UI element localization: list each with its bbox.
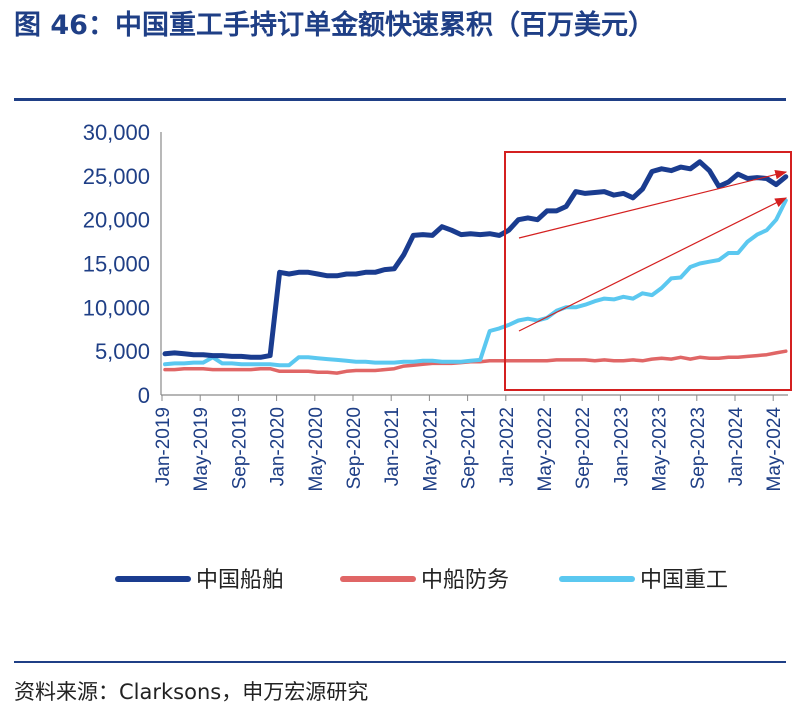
x-tick-label: May-2021 — [420, 407, 441, 492]
x-tick-label: Sep-2022 — [573, 407, 594, 489]
x-tick-label: Sep-2019 — [229, 407, 250, 489]
x-tick-label: May-2023 — [650, 407, 671, 492]
x-tick-label: Sep-2023 — [688, 407, 709, 489]
highlight-annotation — [504, 151, 792, 391]
source-divider — [14, 661, 786, 663]
y-tick-label: 15,000 — [83, 252, 150, 277]
x-tick-labels: Jan-2019 May-2019 Sep-2019 Jan-2020 May-2020… — [153, 395, 785, 492]
y-tick-label: 20,000 — [83, 208, 150, 233]
highlight-box — [504, 151, 792, 391]
x-tick-label: May-2020 — [306, 407, 327, 492]
annotation-arrow-upper — [518, 169, 788, 239]
title-divider — [14, 98, 786, 101]
x-tick-label: Jan-2021 — [382, 407, 403, 486]
legend-label: 中船防务 — [421, 568, 509, 593]
x-tick-label: Jan-2024 — [726, 407, 747, 487]
x-tick-label: May-2022 — [535, 407, 556, 492]
y-tick-label: 30,000 — [83, 120, 150, 145]
y-tick-labels: 30,000 25,000 20,000 15,000 10,000 5,000 0 — [83, 120, 150, 408]
x-axis: Jan-2019 May-2019 Sep-2019 Jan-2020 May-2020… — [153, 394, 788, 492]
series-line-1 — [162, 159, 789, 360]
x-tick-label: Jan-2020 — [268, 407, 289, 486]
legend-label: 中国重工 — [640, 568, 728, 593]
y-tick-label: 0 — [138, 383, 150, 408]
x-tick-label: Sep-2020 — [344, 407, 365, 489]
y-tick-label: 25,000 — [83, 164, 150, 189]
x-tick-label: Sep-2021 — [459, 407, 480, 489]
y-axis: 30,000 25,000 20,000 15,000 10,000 5,000 0 — [83, 120, 162, 408]
series-line-3 — [163, 198, 788, 368]
x-tick-label: May-2024 — [764, 407, 785, 492]
x-tick-label: Jan-2019 — [153, 407, 174, 486]
y-tick-label: 10,000 — [83, 295, 150, 320]
series-layer — [162, 159, 789, 375]
x-tick-label: Jan-2023 — [611, 407, 632, 486]
annotation-arrow-lower — [518, 197, 788, 332]
legend: 中国船舶 中船防务 中国重工 — [115, 568, 728, 593]
order-backlog-chart: 30,000 25,000 20,000 15,000 10,000 5,000 0 Jan… — [83, 120, 792, 593]
page-title: 图 46：中国重工手持订单金额快速累积（百万美元） — [14, 10, 655, 41]
legend-label: 中国船舶 — [196, 568, 284, 593]
source-note: 资料来源：Clarksons，申万宏源研究 — [14, 680, 369, 704]
x-tick-label: May-2019 — [191, 407, 212, 492]
x-tick-label: Jan-2022 — [497, 407, 518, 486]
y-tick-label: 5,000 — [95, 339, 150, 364]
